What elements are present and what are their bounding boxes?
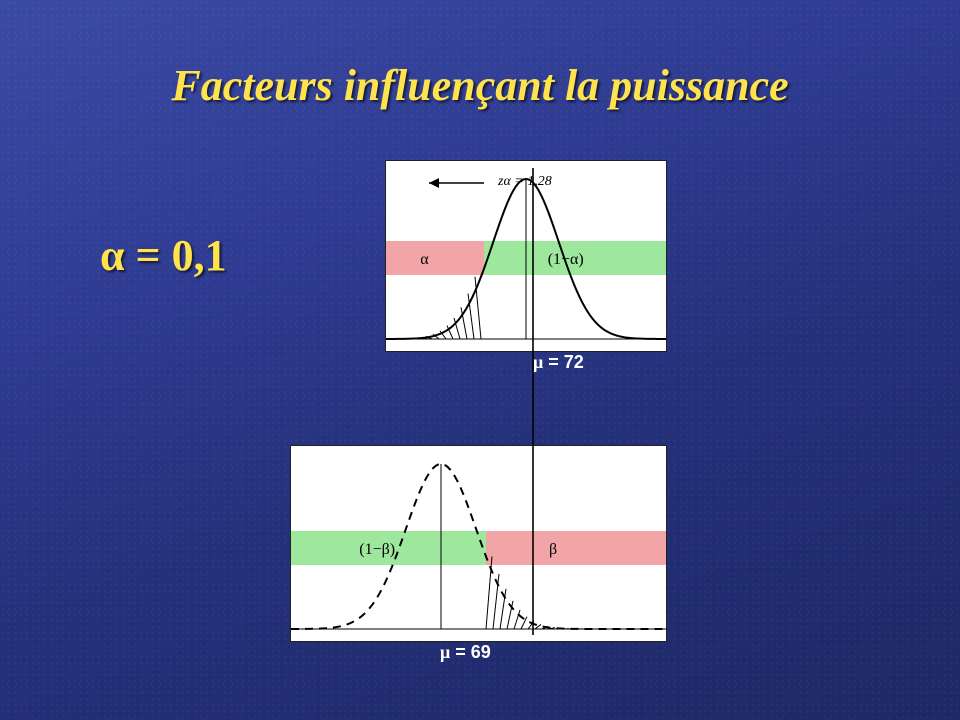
alpha-equation: α = 0,1 [100, 230, 227, 281]
svg-text:α: α [420, 251, 429, 268]
svg-text:(1−β): (1−β) [359, 541, 395, 558]
page-title: Facteurs influençant la puissance [0, 60, 960, 111]
panel-h0: α (1−α) zα = 1,28 [385, 160, 667, 352]
mu-label-bottom: μ = 69 [440, 642, 491, 663]
svg-text:zα = 1,28: zα = 1,28 [497, 174, 552, 189]
svg-text:(1−α): (1−α) [548, 251, 584, 268]
panel-h1: (1−β) β [290, 445, 667, 642]
svg-text:β: β [549, 541, 557, 558]
slide: Facteurs influençant la puissance α = 0,… [0, 0, 960, 720]
mu-label-top: μ = 72 [533, 352, 584, 373]
